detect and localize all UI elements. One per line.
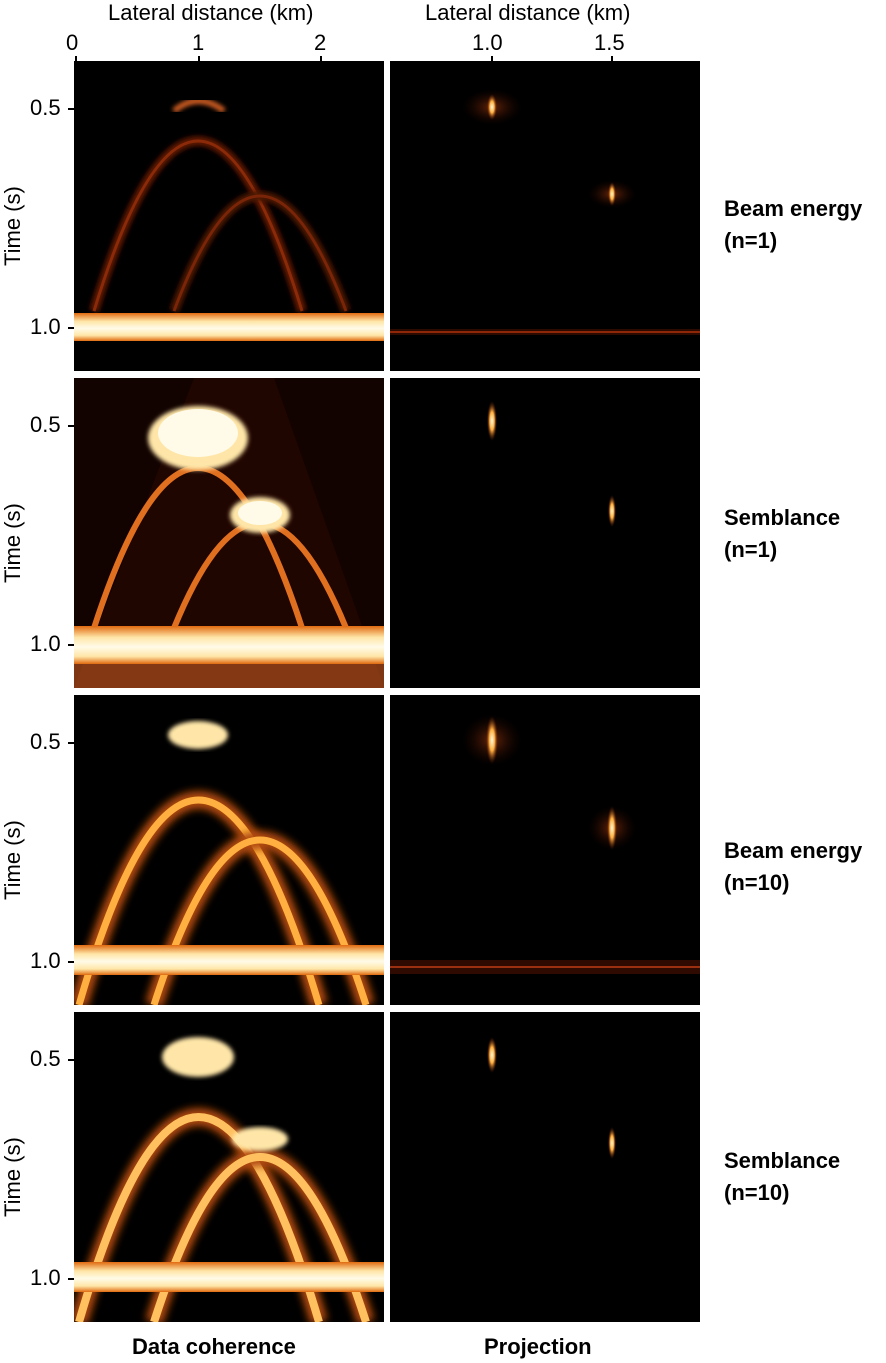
y-axis-title-row2: Time (s) bbox=[0, 503, 25, 583]
top-right-tick-label: 1.0 bbox=[472, 30, 503, 55]
tick-mark bbox=[68, 327, 74, 329]
top-left-axis-title: Lateral distance (km) bbox=[108, 0, 314, 25]
tick-mark bbox=[68, 742, 74, 744]
column-label-left: Data coherence bbox=[132, 1334, 296, 1359]
row-label-line1: Beam energy bbox=[724, 196, 863, 221]
tick-mark bbox=[320, 56, 322, 62]
row-label-line1: Semblance bbox=[724, 505, 841, 530]
row-label-line2: (n=10) bbox=[724, 870, 790, 895]
top-left-tick-label: 2 bbox=[314, 30, 327, 55]
tick-mark bbox=[68, 644, 74, 646]
row-label-line1: Beam energy bbox=[724, 838, 863, 863]
top-left-tick-label: 1 bbox=[192, 30, 205, 55]
row-label-line2: (n=10) bbox=[724, 1180, 790, 1205]
y-tick-label: 0.5 bbox=[30, 1046, 61, 1071]
tick-mark bbox=[491, 56, 493, 62]
row-label-line2: (n=1) bbox=[724, 228, 778, 253]
row-label-1: Beam energy (n=1) bbox=[724, 193, 862, 257]
data-coherence-panel-row4 bbox=[74, 1012, 384, 1322]
y-tick-label: 1.0 bbox=[30, 1265, 61, 1290]
y-tick-label: 0.5 bbox=[30, 95, 61, 120]
y-tick-label: 1.0 bbox=[30, 948, 61, 973]
tick-mark bbox=[68, 1059, 74, 1061]
y-tick-label: 1.0 bbox=[30, 314, 61, 339]
y-tick-label: 1.0 bbox=[30, 631, 61, 656]
projection-panel-row1 bbox=[390, 61, 700, 371]
top-right-tick-label: 1.5 bbox=[594, 30, 625, 55]
projection-panel-row4 bbox=[390, 1012, 700, 1322]
tick-mark bbox=[68, 961, 74, 963]
data-coherence-panel-row2 bbox=[74, 378, 384, 688]
data-coherence-panel-row1 bbox=[74, 61, 384, 371]
y-axis-title-row1: Time (s) bbox=[0, 186, 25, 266]
y-axis-title-row4: Time (s) bbox=[0, 1137, 25, 1217]
projection-panel-row2 bbox=[390, 378, 700, 688]
tick-mark bbox=[68, 1278, 74, 1280]
row-label-4: Semblance (n=10) bbox=[724, 1145, 840, 1209]
row-label-line2: (n=1) bbox=[724, 537, 778, 562]
y-tick-label: 0.5 bbox=[30, 412, 61, 437]
row-label-3: Beam energy (n=10) bbox=[724, 835, 862, 899]
tick-mark bbox=[68, 108, 74, 110]
y-tick-label: 0.5 bbox=[30, 729, 61, 754]
top-right-axis-title: Lateral distance (km) bbox=[425, 0, 631, 25]
tick-mark bbox=[611, 56, 613, 62]
row-label-line1: Semblance bbox=[724, 1148, 841, 1173]
tick-mark bbox=[68, 425, 74, 427]
tick-mark bbox=[75, 56, 77, 62]
y-axis-title-row3: Time (s) bbox=[0, 820, 25, 900]
projection-panel-row3 bbox=[390, 695, 700, 1005]
column-label-right: Projection bbox=[484, 1334, 592, 1359]
top-left-tick-label: 0 bbox=[66, 30, 79, 55]
row-label-2: Semblance (n=1) bbox=[724, 502, 840, 566]
tick-mark bbox=[198, 56, 200, 62]
data-coherence-panel-row3 bbox=[74, 695, 384, 1005]
